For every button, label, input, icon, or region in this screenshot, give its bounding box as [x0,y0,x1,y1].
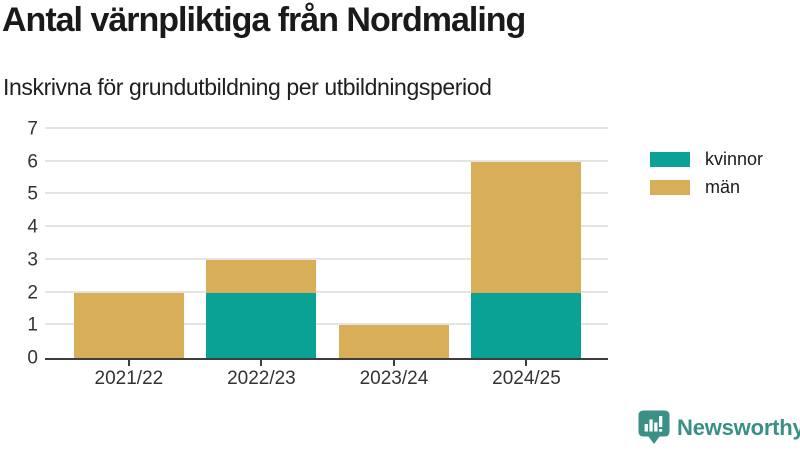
y-tick-label-7: 7 [27,118,38,140]
y-tick-label-5: 5 [27,183,38,205]
legend-label-män: män [705,177,741,197]
y-tick-label-2: 2 [27,282,38,304]
x-tick-2021/22 [127,360,130,366]
x-tick-2023/24 [392,360,395,366]
bar-2022/23-män [206,259,317,293]
gridline-y6 [45,159,608,162]
x-tick-label-2022/23: 2022/23 [227,368,296,389]
gridline-y3 [45,257,608,260]
newsworthy-logo-icon [638,410,670,444]
legend-item-kvinnor: kvinnor [650,149,763,170]
bar-2023/24-män [338,325,449,358]
gridline-y1 [45,323,608,326]
chart-title: Antal värnpliktiga från Nordmaling [2,1,526,39]
legend-item-män: män [650,177,763,198]
bar-2022/23-kvinnor [206,292,317,358]
x-tick-label-2021/22: 2021/22 [94,368,164,389]
y-tick-label-3: 3 [27,249,38,271]
x-tick-label-2024/25: 2024/25 [492,368,561,389]
x-tick-2024/25 [525,360,528,366]
y-axis: 0 1 2 3 4 5 6 7 [0,120,38,368]
brand-logo: Newsworthy [638,410,800,445]
chart-subtitle: Inskrivna för grundutbildning per utbild… [3,74,492,100]
legend: kvinnor män [650,149,763,205]
y-tick-label-6: 6 [27,151,38,173]
bar-2024/25-män [471,161,582,293]
plot-area [45,127,608,360]
legend-swatch-kvinnor [650,152,690,167]
gridline-y5 [45,192,608,195]
y-tick-label-1: 1 [27,314,38,336]
y-tick-label-0: 0 [27,347,38,369]
x-tick-label-2023/24: 2023/24 [359,368,429,389]
bar-2024/25-kvinnor [471,292,582,358]
x-tick-2022/23 [260,360,263,366]
y-tick-label-4: 4 [27,216,38,238]
bar-2021/22-män [73,292,184,358]
gridline-y7 [45,127,608,129]
gridline-y4 [45,225,608,228]
brand-name: Newsworthy [677,414,800,440]
legend-label-kvinnor: kvinnor [705,149,764,169]
legend-swatch-män [650,180,690,195]
gridline-y2 [45,290,608,293]
x-axis: 2021/22 2022/23 2023/24 2024/25 [45,360,608,396]
